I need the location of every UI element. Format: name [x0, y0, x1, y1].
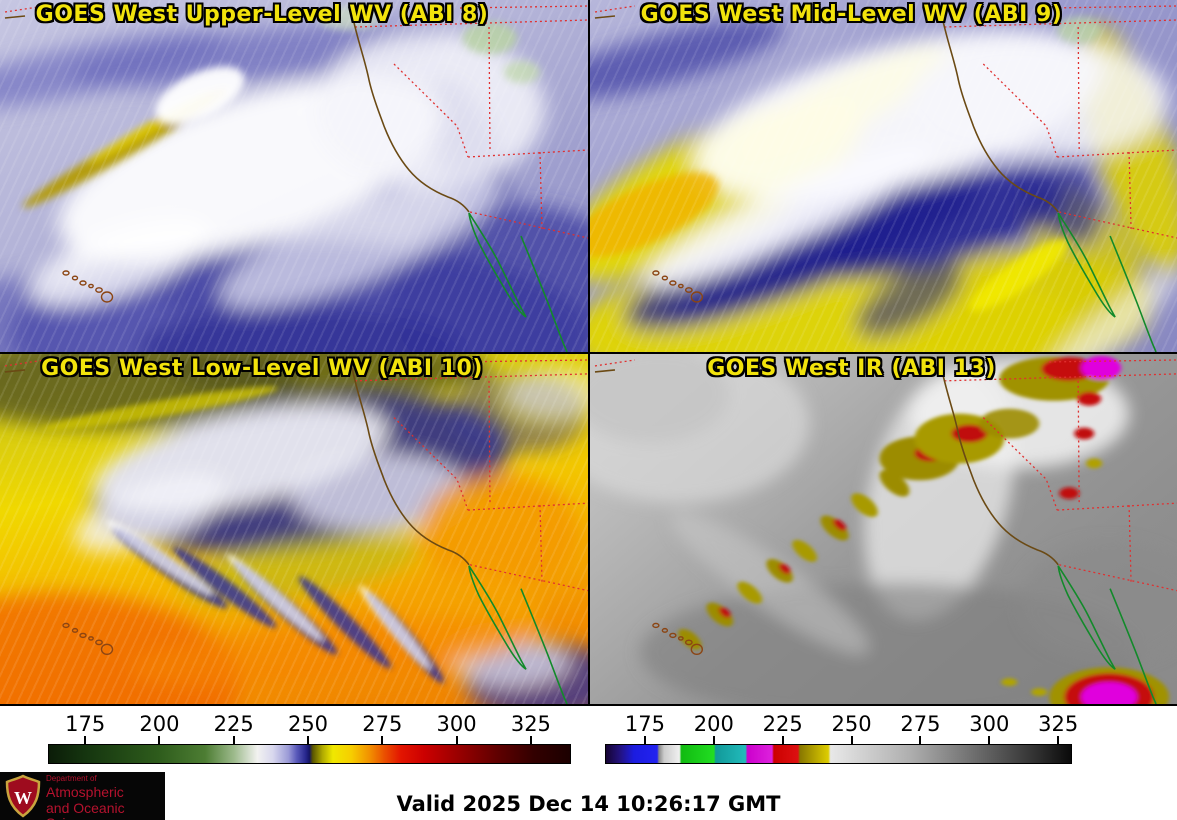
panel-title-mid-wv: GOES West Mid-Level WV (ABI 9)	[640, 2, 1063, 27]
cb-tick-label: 200	[693, 712, 734, 736]
cb-tick	[781, 736, 784, 744]
baja-outline	[468, 212, 568, 352]
hawaii-islands	[652, 270, 704, 303]
logo-name-line1: Atmospheric	[46, 783, 124, 800]
panel-upper-level-wv: GOES West Upper-Level WV (ABI 8)	[0, 0, 588, 352]
map-overlay	[590, 354, 1177, 704]
cb-tick	[307, 736, 309, 744]
cb-tick	[643, 736, 646, 744]
cb-tick-label: 175	[624, 712, 665, 736]
hawaii-islands	[62, 622, 114, 655]
panel-title-ir: GOES West IR (ABI 13)	[707, 356, 996, 381]
valid-timestamp: Valid 2025 Dec 14 10:26:17 GMT	[396, 792, 781, 816]
coastline	[4, 13, 470, 213]
crest-letter: W	[14, 788, 32, 808]
uw-aos-logo: W Department of Atmospheric and Oceanic …	[0, 772, 165, 820]
wv-colorbar-labels: 175 200 225 250 275 300 325	[48, 708, 571, 736]
baja-outline	[468, 565, 568, 704]
hawaii-islands	[62, 270, 114, 303]
cb-tick	[84, 736, 87, 744]
cb-tick-label: 300	[436, 712, 477, 736]
map-overlay	[590, 0, 1177, 352]
cb-tick-label: 250	[831, 712, 872, 736]
panel-title-upper-wv: GOES West Upper-Level WV (ABI 8)	[35, 2, 489, 27]
ir-colorbar-labels: 175 200 225 250 275 300 325	[605, 708, 1078, 736]
panel-mid-level-wv: GOES West Mid-Level WV (ABI 9)	[590, 0, 1177, 352]
upper-wv-imagery	[0, 6, 588, 352]
cb-tick	[232, 736, 235, 744]
cb-tick-label: 250	[287, 712, 329, 736]
ir-imagery	[590, 354, 1177, 704]
ir-colorbar-ticks	[605, 736, 1072, 744]
cb-tick	[850, 736, 853, 744]
cb-tick-label: 275	[900, 712, 941, 736]
cb-tick	[158, 736, 161, 744]
wv-colorbar-ticks	[48, 736, 571, 744]
cb-tick-label: 275	[362, 712, 403, 736]
cb-tick-label: 325	[1038, 712, 1079, 736]
panel-low-level-wv: GOES West Low-Level WV (ABI 10)	[0, 354, 588, 704]
wv-colorbar: 175 200 225 250 275 300 325	[48, 708, 571, 766]
cb-tick-label: 325	[510, 712, 551, 736]
map-overlay	[0, 354, 588, 704]
state-borders	[4, 359, 588, 592]
cb-tick	[529, 736, 532, 744]
cb-tick	[381, 736, 384, 744]
cb-tick	[988, 736, 991, 744]
logo-name-line2: and Oceanic Sciences	[46, 799, 125, 820]
logo-text: Department of Atmospheric and Oceanic Sc…	[46, 774, 165, 820]
cb-tick	[712, 736, 715, 744]
horizontal-panel-divider	[0, 352, 1177, 354]
mid-wv-imagery	[590, 17, 1177, 352]
wv-colorbar-gradient	[48, 744, 571, 764]
cb-tick-label: 300	[969, 712, 1010, 736]
hawaii-islands	[652, 622, 704, 655]
cb-tick-label: 200	[139, 712, 180, 736]
cb-tick-label: 225	[762, 712, 803, 736]
map-overlay	[0, 0, 588, 352]
logo-dept-line: Department of	[46, 774, 97, 783]
cb-tick	[919, 736, 922, 744]
ir-colorbar-gradient	[605, 744, 1072, 764]
ir-colorbar: 175 200 225 250 275 300 325	[605, 708, 1078, 766]
coastline	[594, 13, 1059, 213]
cb-tick	[455, 736, 458, 744]
uw-crest-icon: W	[5, 774, 41, 818]
panel-ir: GOES West IR (ABI 13)	[590, 354, 1177, 704]
state-borders	[4, 5, 588, 239]
cb-tick-label: 175	[65, 712, 106, 736]
baja-outline	[1057, 565, 1157, 704]
low-wv-imagery	[0, 354, 588, 704]
coastline	[4, 367, 470, 566]
coastline	[594, 367, 1059, 566]
state-borders	[594, 359, 1177, 592]
baja-outline	[1057, 212, 1157, 352]
panel-bottom-edge	[0, 704, 1177, 706]
cb-tick	[1057, 736, 1060, 744]
panel-title-low-wv: GOES West Low-Level WV (ABI 10)	[41, 356, 483, 381]
state-borders	[594, 5, 1177, 239]
cb-tick-label: 225	[213, 712, 254, 736]
